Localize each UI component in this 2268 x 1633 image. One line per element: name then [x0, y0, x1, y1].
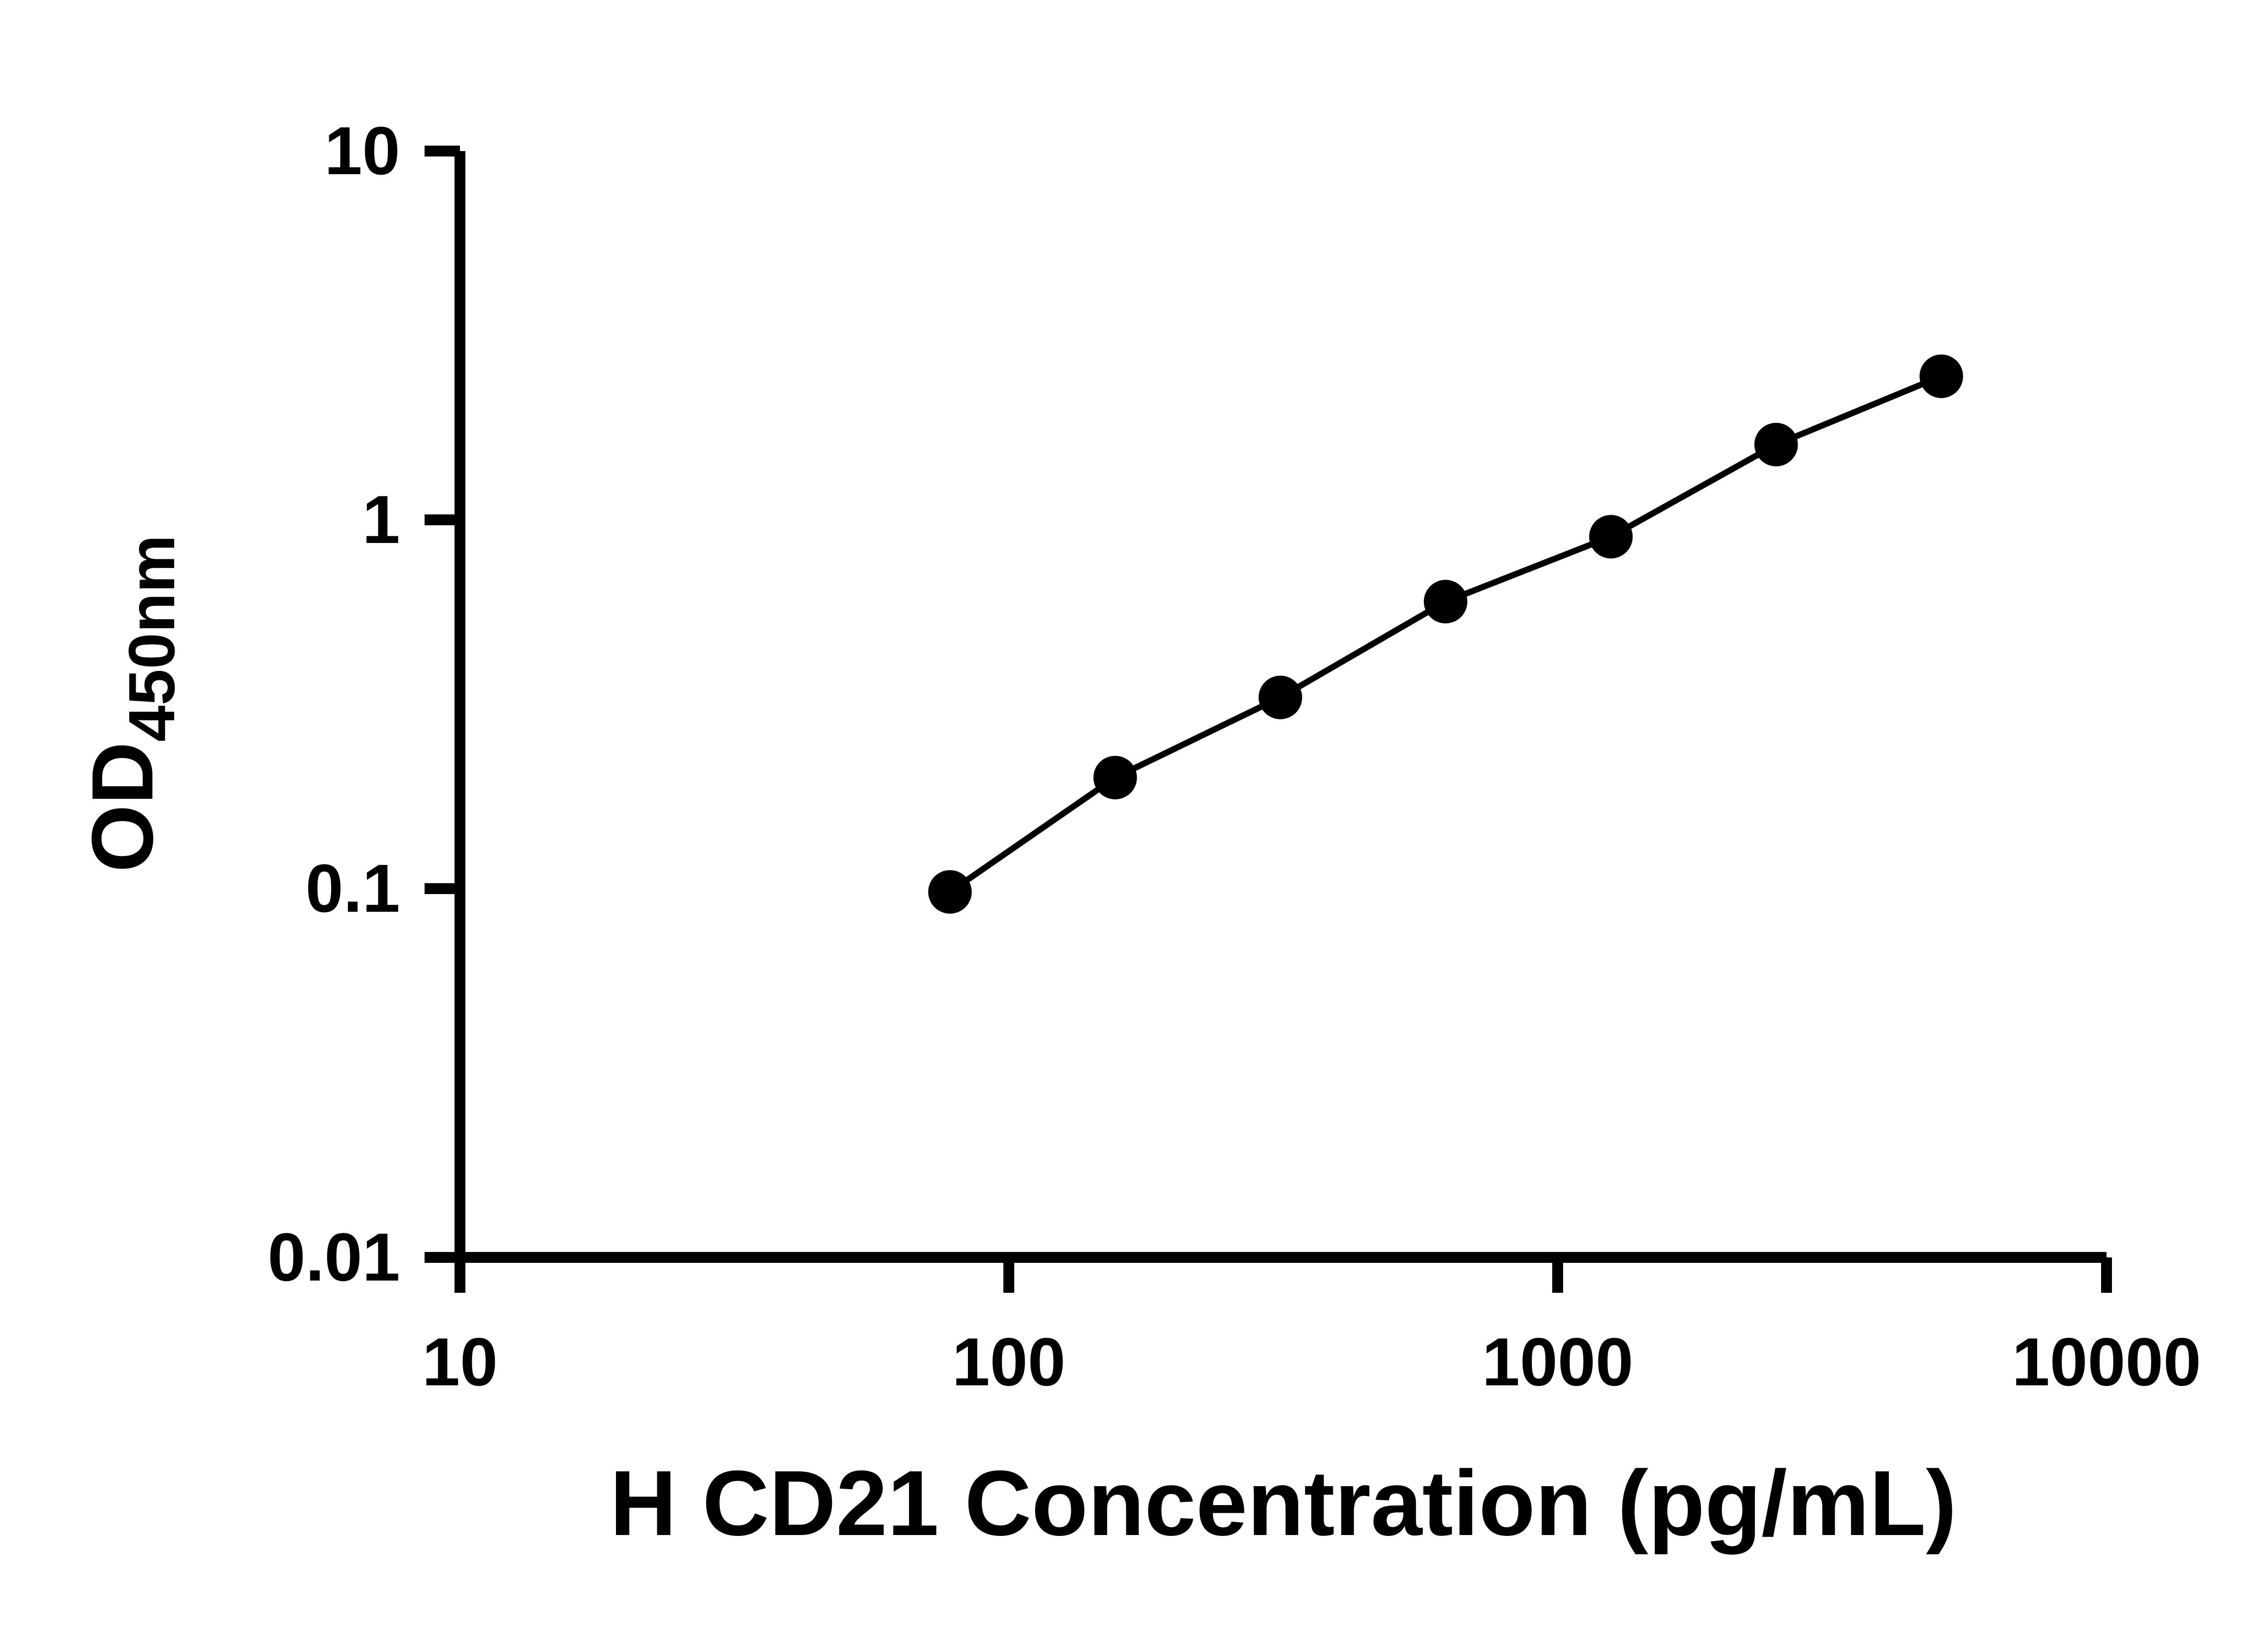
data-point-marker	[1258, 675, 1302, 719]
data-point-marker	[1754, 423, 1798, 467]
y-tick-label: 0.1	[305, 850, 400, 926]
x-tick-label: 10000	[2012, 1324, 2201, 1400]
data-point-marker	[1589, 515, 1633, 559]
y-tick-label: 10	[324, 112, 400, 189]
x-tick-label: 100	[952, 1324, 1066, 1400]
data-point-marker	[1093, 756, 1137, 800]
data-point-marker	[1423, 580, 1467, 624]
x-tick-label: 1000	[1482, 1324, 1633, 1400]
y-tick-label: 0.01	[268, 1219, 400, 1295]
y-axis-title: OD450nm	[73, 535, 188, 872]
y-tick-label: 1	[362, 481, 400, 557]
x-axis-title: H CD21 Concentration (pg/mL)	[610, 1452, 1956, 1555]
chart-plot-area: 10 100 1000 10000 0.01 0.1 1 10	[268, 112, 2201, 1400]
data-point-marker	[928, 870, 972, 914]
data-point-marker	[1919, 354, 1963, 398]
y-axis-title-subscript: 450nm	[115, 535, 188, 742]
x-tick-label: 10	[422, 1324, 498, 1400]
y-axis-title-base: OD	[73, 742, 171, 872]
